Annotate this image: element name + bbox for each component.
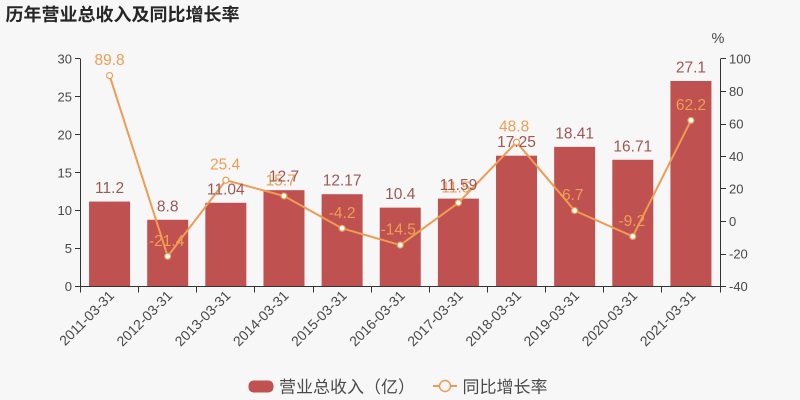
svg-text:17.25: 17.25	[497, 134, 536, 151]
svg-text:-9.2: -9.2	[618, 213, 645, 230]
svg-text:10: 10	[58, 203, 72, 218]
svg-text:11.59: 11.59	[440, 177, 478, 194]
svg-text:100: 100	[729, 52, 751, 67]
svg-text:25: 25	[58, 89, 72, 104]
svg-text:15.7: 15.7	[266, 172, 296, 189]
svg-text:12.17: 12.17	[323, 173, 362, 190]
svg-text:-21.4: -21.4	[149, 233, 185, 250]
svg-text:60: 60	[729, 117, 743, 132]
svg-text:48.8: 48.8	[499, 119, 529, 136]
svg-text:8.8: 8.8	[157, 198, 179, 215]
svg-text:40: 40	[729, 149, 743, 164]
svg-text:20: 20	[729, 182, 743, 197]
svg-text:16.71: 16.71	[613, 138, 652, 155]
svg-text:89.8: 89.8	[94, 52, 124, 69]
svg-text:15: 15	[58, 165, 72, 180]
svg-text:0: 0	[65, 279, 72, 294]
svg-text:30: 30	[58, 52, 72, 67]
svg-text:0: 0	[729, 214, 736, 229]
svg-text:10.4: 10.4	[385, 186, 416, 203]
svg-text:5: 5	[65, 241, 72, 256]
svg-text:80: 80	[729, 84, 743, 99]
svg-text:62.2: 62.2	[676, 97, 706, 114]
svg-text:-4.2: -4.2	[329, 205, 356, 222]
svg-text:27.1: 27.1	[676, 59, 706, 76]
svg-text:25.4: 25.4	[210, 157, 241, 174]
svg-text:18.41: 18.41	[555, 125, 594, 142]
svg-text:-14.5: -14.5	[381, 222, 416, 239]
svg-text:20: 20	[58, 127, 72, 142]
svg-text:-20: -20	[729, 247, 748, 262]
svg-text:-40: -40	[729, 279, 748, 294]
svg-text:11.2: 11.2	[95, 180, 124, 197]
svg-text:11.5: 11.5	[441, 179, 470, 196]
svg-text:11.04: 11.04	[207, 181, 245, 198]
svg-text:6.7: 6.7	[562, 187, 584, 204]
svg-text:%: %	[712, 31, 725, 47]
svg-text:12.7: 12.7	[269, 169, 299, 186]
